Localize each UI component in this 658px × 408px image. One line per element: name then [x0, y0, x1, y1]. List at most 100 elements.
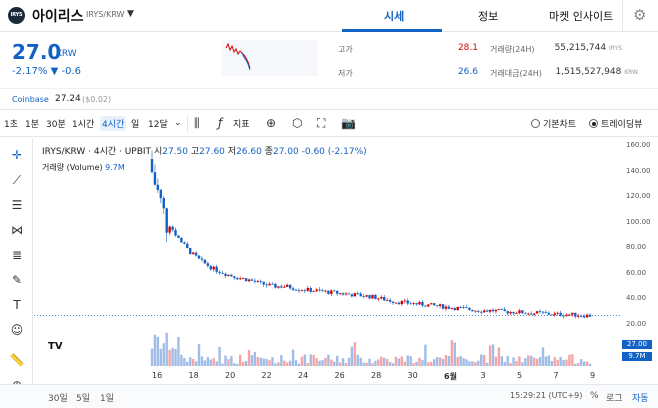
candle-body [191, 252, 195, 254]
volume-bar [547, 355, 551, 366]
auto-scale-button[interactable]: 자동 [632, 394, 649, 404]
caret-down-icon[interactable]: ▼ [127, 9, 134, 19]
trade-value-label: 거래대금(24H) [490, 69, 542, 78]
x-tick-label: 20 [225, 371, 236, 380]
candle-body [462, 307, 465, 308]
range-1d[interactable]: 1일 [100, 394, 115, 404]
candle-body [477, 310, 480, 312]
last-price-tag: 27.00 [622, 340, 652, 349]
candle-body [565, 314, 568, 317]
compare-icon[interactable]: ⊕ [266, 116, 277, 130]
log-scale-button[interactable]: 로그 [606, 394, 623, 404]
volume-bar [236, 363, 239, 366]
timeframe-1h[interactable]: 1시간 [72, 120, 95, 130]
volume-bar [300, 356, 304, 366]
fib-icon[interactable]: ≣ [11, 248, 23, 262]
reference-usd: ($0.02) [82, 95, 112, 104]
timeframe-1m[interactable]: 1분 [25, 120, 40, 130]
candle-body [430, 303, 433, 305]
volume-bar [500, 356, 504, 366]
candle-body [435, 305, 439, 307]
volume-bar [559, 356, 562, 366]
volume-bar [450, 340, 454, 366]
tab-info[interactable]: 정보 [478, 10, 499, 23]
chevron-down-icon[interactable]: ⌄ [174, 118, 182, 128]
candle-body [418, 302, 421, 305]
reference-exchange[interactable]: Coinbase [12, 95, 49, 104]
tab-market-insight[interactable]: 마켓 인사이트 [549, 10, 614, 23]
volume-bar [335, 355, 339, 366]
volume-bar [574, 363, 577, 366]
price-axis[interactable]: 160.00 140.00 120.00 100.00 80.00 60.00 40.00 2… [620, 138, 658, 384]
range-5d[interactable]: 5일 [76, 394, 91, 404]
tab-price[interactable]: 시세 [384, 10, 405, 23]
tradingview-option[interactable]: 트레이딩뷰 [589, 117, 642, 130]
emoji-icon[interactable]: ☺ [10, 323, 24, 337]
function-icon[interactable]: ƒ [218, 116, 223, 130]
volume-bar [344, 363, 348, 366]
timeframe-12month[interactable]: 12달 [148, 120, 168, 130]
candle-body [518, 310, 521, 314]
range-30d[interactable]: 30일 [48, 394, 68, 404]
pattern-icon[interactable]: ⋈ [11, 223, 23, 237]
radio-unselected-icon[interactable] [531, 119, 540, 128]
sparkline [225, 42, 251, 69]
x-tick-label: 9 [590, 371, 596, 380]
volume-bar [579, 359, 583, 366]
price-chart[interactable] [34, 138, 658, 384]
candle-body [356, 293, 359, 294]
ruler-icon[interactable]: 📏 [9, 353, 25, 367]
volume-bar [327, 354, 330, 366]
candle-body [553, 313, 556, 316]
candle-body [482, 310, 486, 313]
volume-bar [277, 362, 280, 366]
fullscreen-icon[interactable]: ⛶ [317, 116, 326, 130]
camera-icon[interactable]: 📷 [341, 116, 356, 130]
radio-selected-icon[interactable] [589, 119, 598, 128]
indicator-button[interactable]: 지표 [233, 120, 250, 130]
candle-body [274, 283, 277, 288]
volume-bar [577, 363, 580, 366]
crosshair-icon[interactable]: ✛ [11, 148, 23, 162]
volume-bar [197, 344, 201, 366]
volume-bar [391, 363, 395, 366]
basic-chart-option[interactable]: 기본차트 [531, 117, 576, 130]
brush-icon[interactable]: ✎ [11, 273, 23, 287]
price-change: -2.17% ▼ -0.6 [12, 66, 81, 77]
coin-name[interactable]: 아이리스 [32, 9, 84, 25]
hexagon-settings-icon[interactable]: ⬡ [292, 116, 303, 130]
volume-legend-label: 거래량 (Volume) [42, 163, 103, 172]
volume-bar [262, 358, 265, 366]
volume-bar [512, 357, 515, 366]
trend-line-icon[interactable]: ⟋ [12, 173, 22, 187]
candle-type-icon[interactable]: ⫼ [194, 116, 200, 130]
candle-body [527, 313, 530, 315]
volume-bar [356, 354, 359, 366]
timeframe-1s[interactable]: 1초 [4, 120, 19, 130]
timeframe-30m[interactable]: 30분 [46, 120, 66, 130]
text-icon[interactable]: T [13, 298, 21, 312]
volume-bar [418, 357, 421, 366]
timeframe-day[interactable]: 일 [131, 120, 140, 130]
candle-body [221, 272, 224, 274]
volume-bar [206, 357, 210, 366]
horizontal-lines-icon[interactable]: ☰ [11, 198, 23, 212]
volume-bar [294, 360, 298, 366]
high-value: 28.1 [457, 43, 478, 53]
candle-body [206, 263, 210, 266]
candle-body [197, 255, 201, 259]
candle-body [194, 252, 198, 256]
volume-bar [271, 357, 274, 366]
legend-high: 27.60 [199, 147, 225, 157]
volume-bar [362, 362, 365, 366]
volume-bar [518, 356, 521, 366]
candle-body [403, 300, 407, 302]
volume-bar [562, 359, 565, 366]
percent-scale-button[interactable]: % [590, 391, 599, 401]
volume-bar [227, 359, 230, 366]
volume-bar [568, 354, 571, 366]
gear-icon[interactable]: ⚙ [633, 6, 647, 24]
timeframe-4h[interactable]: 4시간 [100, 116, 127, 131]
candle-body [186, 243, 189, 249]
volume-bar [371, 363, 374, 366]
